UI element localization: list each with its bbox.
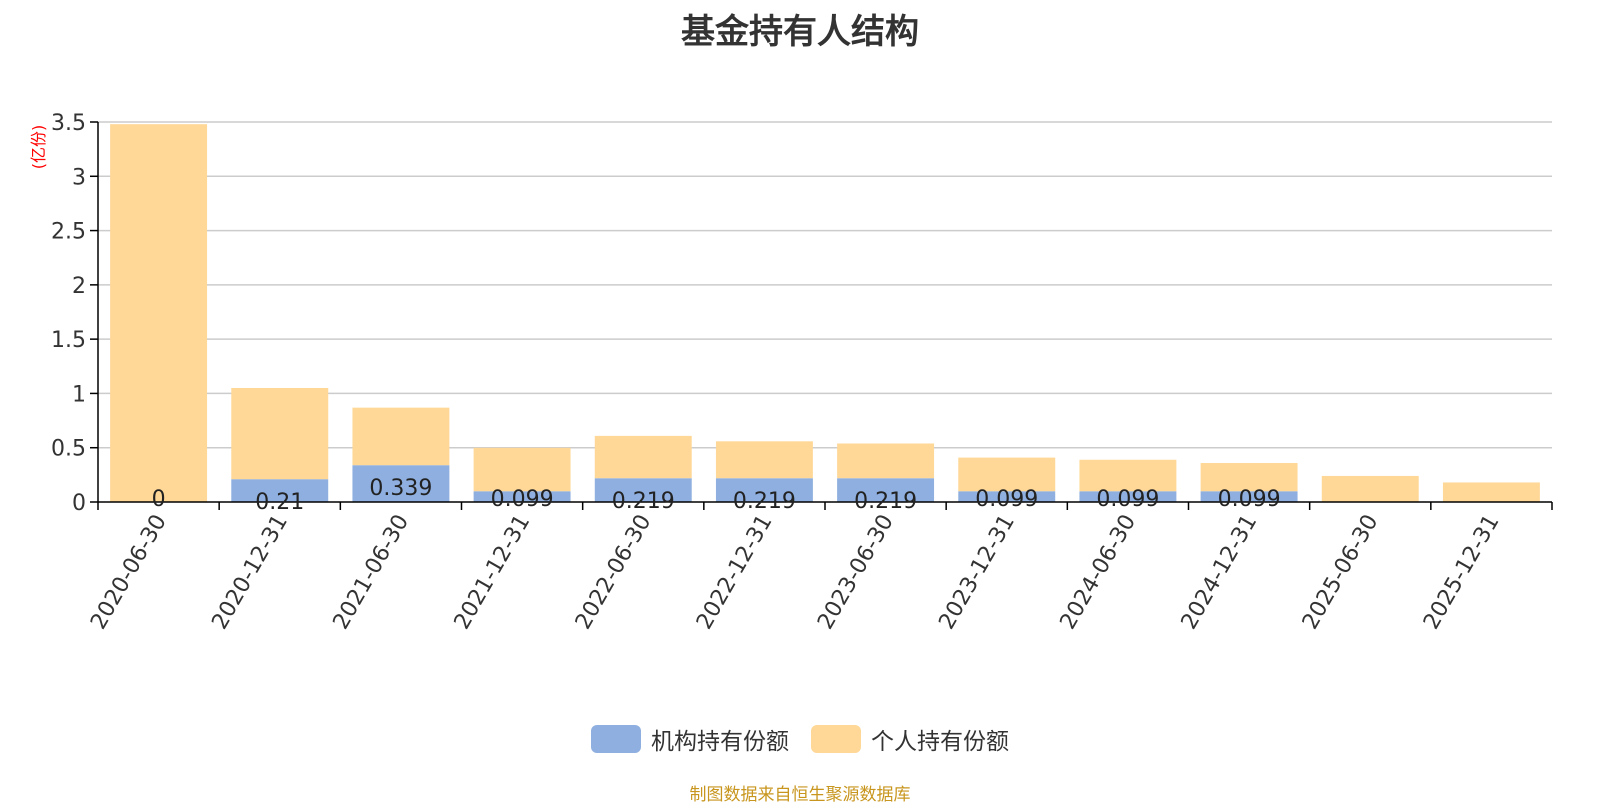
x-tick-label: 2025-12-31 (1419, 511, 1505, 634)
bar-individual-2020-12-31 (231, 388, 329, 480)
bar-institutional-2021-12-31 (473, 491, 571, 502)
data-label-institutional-2020-06-30: 0 (152, 487, 166, 512)
data-label-institutional-2024-12-31: 0.099 (1218, 487, 1281, 512)
legend-swatch-institutional (591, 725, 641, 753)
y-tick-label: 3.5 (51, 111, 86, 136)
data-label-institutional-2023-06-30: 0.219 (854, 489, 917, 514)
legend: 机构持有份额 个人持有份额 (0, 722, 1600, 756)
x-tick-label: 2024-06-30 (1056, 511, 1142, 634)
bar-individual-2023-06-30 (837, 443, 935, 479)
x-tick-label: 2025-06-30 (1298, 511, 1384, 634)
bar-individual-2021-12-31 (473, 447, 571, 492)
bar-institutional-2023-12-31 (958, 491, 1056, 502)
x-tick-label: 2021-06-30 (329, 511, 415, 634)
data-label-institutional-2022-06-30: 0.219 (612, 489, 675, 514)
data-label-institutional-2023-12-31: 0.099 (975, 487, 1038, 512)
y-tick-label: 2.5 (51, 220, 86, 245)
y-tick-label: 1 (72, 382, 86, 407)
y-tick-label: 1.5 (51, 328, 86, 353)
x-tick-label: 2024-12-31 (1177, 511, 1263, 634)
y-tick-label: 0.5 (51, 437, 86, 462)
data-label-institutional-2024-06-30: 0.099 (1096, 487, 1159, 512)
bar-institutional-2023-06-30 (837, 478, 935, 502)
bar-institutional-2021-06-30 (352, 465, 450, 502)
data-label-institutional-2021-06-30: 0.339 (369, 476, 432, 501)
x-tick-label: 2022-12-31 (692, 511, 778, 634)
legend-label-individual: 个人持有份额 (871, 729, 1009, 755)
bar-individual-2025-06-30 (1321, 475, 1419, 502)
bar-individual-2021-06-30 (352, 407, 450, 466)
bar-institutional-2022-06-30 (594, 478, 692, 502)
data-source-note: 制图数据来自恒生聚源数据库 (689, 785, 911, 805)
bar-individual-2022-06-30 (594, 435, 692, 479)
y-tick-label: 0 (72, 491, 86, 516)
x-tick-label: 2023-12-31 (934, 511, 1020, 634)
data-label-institutional-2021-12-31: 0.099 (491, 487, 554, 512)
bar-individual-2023-12-31 (958, 457, 1056, 492)
legend-item-individual[interactable]: 个人持有份额 (811, 722, 1009, 756)
x-tick-label: 2020-12-31 (207, 511, 293, 634)
legend-label-institutional: 机构持有份额 (651, 729, 789, 755)
bar-individual-2022-12-31 (715, 441, 813, 479)
bar-individual-2025-12-31 (1442, 482, 1540, 502)
legend-swatch-individual (811, 725, 861, 753)
bar-individual-2020-06-30 (110, 124, 208, 503)
bar-institutional-2024-12-31 (1200, 491, 1298, 502)
bar-institutional-2020-12-31 (231, 479, 329, 502)
y-tick-label: 3 (72, 165, 86, 190)
bar-individual-2024-06-30 (1079, 459, 1177, 492)
chart-title: 基金持有人结构 (681, 12, 919, 52)
legend-item-institutional[interactable]: 机构持有份额 (591, 722, 789, 756)
data-label-institutional-2022-12-31: 0.219 (733, 489, 796, 514)
x-tick-label: 2023-06-30 (813, 511, 899, 634)
y-tick-label: 2 (72, 274, 86, 299)
x-tick-label: 2021-12-31 (450, 511, 536, 634)
bar-individual-2024-12-31 (1200, 463, 1298, 492)
x-tick-label: 2022-06-30 (571, 511, 657, 634)
data-label-institutional-2020-12-31: 0.21 (255, 490, 304, 515)
x-tick-label: 2020-06-30 (86, 511, 172, 634)
y-axis-unit-label: (亿份) (29, 125, 48, 170)
bar-institutional-2024-06-30 (1079, 491, 1177, 502)
bar-institutional-2022-12-31 (715, 478, 813, 502)
